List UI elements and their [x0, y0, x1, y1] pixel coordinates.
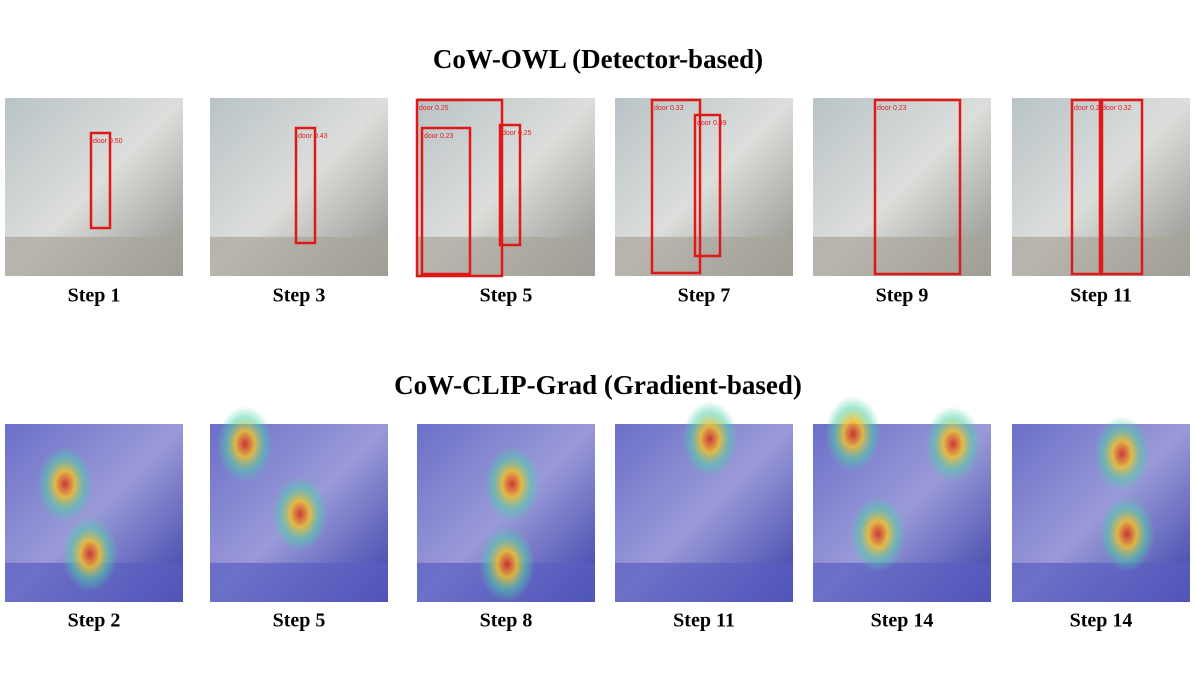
heat-blob: [62, 516, 118, 592]
detection-box: [420, 126, 472, 276]
step-label: Step 3: [273, 285, 326, 307]
step-label: Step 2: [68, 610, 121, 632]
detection-label: door 0.25: [419, 105, 449, 112]
heat-blob: [682, 401, 738, 477]
floor: [210, 562, 388, 602]
floor: [813, 562, 991, 602]
heat-blob: [850, 496, 906, 572]
image-panel: [210, 406, 388, 602]
step-label: Step 1: [68, 285, 121, 307]
detection-label: door 0.43: [298, 133, 328, 140]
step-label: Step 9: [876, 285, 929, 307]
heat-blob: [272, 476, 328, 552]
detection-box: [1098, 98, 1144, 276]
detection-box: [873, 98, 962, 276]
heat-blob: [217, 406, 273, 482]
image-panel: door 0.43: [210, 98, 388, 276]
detection-box: [498, 123, 522, 247]
heat-blob: [37, 446, 93, 522]
detection-box: [650, 98, 702, 275]
floor: [417, 236, 595, 276]
floor: [1012, 562, 1190, 602]
detection-label: door 0.31: [1074, 105, 1104, 112]
step-label: Step 5: [480, 285, 533, 307]
detection-box: [89, 131, 112, 230]
image-panel: [813, 396, 991, 602]
detection-box: [294, 126, 317, 245]
floor: [615, 562, 793, 602]
image-panel: [1012, 416, 1190, 602]
heat-blob: [479, 526, 535, 602]
detection-label: door 0.23: [877, 105, 907, 112]
heat-blob: [1099, 496, 1155, 572]
image-panel: [417, 424, 595, 602]
image-panel: [615, 401, 793, 602]
floor: [5, 236, 183, 276]
detection-label: door 0.32: [1102, 105, 1132, 112]
step-label: Step 8: [480, 610, 533, 632]
detection-label: door 0.49: [697, 120, 727, 127]
section-title: CoW-CLIP-Grad (Gradient-based): [394, 370, 802, 400]
image-panel: door 0.23: [813, 98, 991, 276]
section-title: CoW-OWL (Detector-based): [433, 44, 763, 74]
heat-blob: [1094, 416, 1150, 492]
heat-blob: [825, 396, 881, 472]
floor: [813, 236, 991, 276]
step-label: Step 11: [1070, 285, 1132, 307]
image-panel: door 0.25 door 0.23 door 0.25: [415, 98, 595, 278]
step-label: Step 11: [673, 610, 735, 632]
detection-label: door 0.50: [93, 138, 123, 145]
heat-blob: [484, 446, 540, 522]
step-label: Step 7: [678, 285, 731, 307]
detection-box: [415, 98, 504, 278]
detection-label: door 0.33: [654, 105, 684, 112]
step-label: Step 5: [273, 610, 326, 632]
detection-box: [693, 113, 722, 258]
detection-label: door 0.25: [502, 130, 532, 137]
detection-label: door 0.23: [424, 133, 454, 140]
image-panel: [5, 424, 183, 602]
detection-box: [1070, 98, 1104, 276]
step-label: Step 14: [871, 610, 934, 632]
step-label: Step 14: [1070, 610, 1133, 632]
image-panel: door 0.33 door 0.49: [615, 98, 793, 276]
image-panel: door 0.50: [5, 98, 183, 276]
heat-blob: [925, 406, 981, 482]
